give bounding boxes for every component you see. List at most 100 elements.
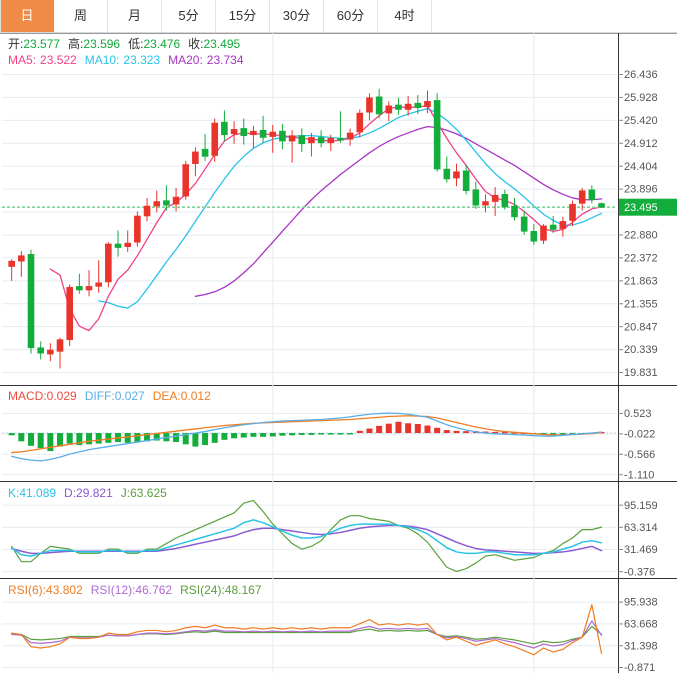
chart-svg[interactable]: 26.43625.92825.42024.91224.40423.89623.3…: [0, 33, 677, 673]
macd-bar: [173, 433, 180, 443]
candle-body: [453, 171, 460, 179]
tab-15min[interactable]: 15分: [216, 0, 270, 32]
candle-body: [462, 170, 470, 192]
price-axis-label: 22.880: [624, 230, 658, 242]
macd-bar: [366, 428, 373, 434]
ma5-line: [49, 105, 603, 332]
candle-body: [95, 282, 102, 287]
price-axis-label: 23.896: [624, 184, 658, 196]
macd-bar: [134, 433, 141, 443]
macd-bar: [414, 424, 421, 434]
macd-bar: [211, 433, 218, 443]
price-axis-label: 19.831: [624, 367, 658, 379]
candle-body: [105, 243, 112, 283]
candle-body: [549, 224, 557, 230]
last-price-badge: 23.495: [619, 198, 677, 216]
macd-panel: [2, 412, 617, 462]
macd-bar: [86, 433, 93, 445]
macd-bar: [501, 431, 508, 434]
macd-bar: [28, 433, 35, 446]
tab-4hour[interactable]: 4时: [378, 0, 432, 32]
macd-bar: [221, 433, 228, 440]
macd-bar: [47, 433, 54, 452]
macd-bar: [57, 433, 64, 447]
price-axis-label: 22.372: [624, 252, 658, 264]
candle-body: [201, 148, 209, 157]
kdj-axis-label: 95.159: [624, 500, 658, 512]
tab-month[interactable]: 月: [108, 0, 162, 32]
last-price-badge-bg: [619, 198, 677, 216]
tab-30min[interactable]: 30分: [270, 0, 324, 32]
chart-background: [0, 33, 677, 673]
kdj-axis-label: 31.469: [624, 544, 658, 556]
candle-body: [230, 129, 238, 135]
macd-bar: [482, 431, 489, 434]
macd-bar: [95, 433, 102, 444]
rsi-axis-label: 31.398: [624, 640, 658, 652]
candle-body: [124, 242, 132, 247]
candle-body: [288, 135, 296, 142]
rsi12-line: [11, 620, 603, 649]
candle-body: [375, 96, 383, 115]
macd-bar: [124, 433, 131, 443]
macd-bar: [453, 430, 460, 434]
tab-60min[interactable]: 60分: [324, 0, 378, 32]
candle-body: [240, 128, 248, 136]
macd-legend: MACD:0.029 DIFF:0.027 DEA:0.012: [8, 389, 211, 403]
candlestick-series[interactable]: [8, 88, 605, 369]
candle-body: [327, 138, 335, 144]
price-legend-ma-text: MA5: 23.522 MA10: 23.323 MA20: 23.734: [8, 53, 244, 67]
rsi-legend: RSI(6):43.802 RSI(12):46.762 RSI(24):48.16…: [8, 583, 262, 597]
price-axis-label: 24.404: [624, 161, 658, 173]
tab-5min[interactable]: 5分: [162, 0, 216, 32]
macd-bar: [289, 433, 296, 436]
kdj-j-line: [11, 499, 603, 573]
candle-body: [540, 225, 547, 241]
candle-body: [269, 131, 277, 137]
macd-bar: [76, 433, 83, 446]
macd-bar: [192, 433, 199, 447]
macd-bar: [105, 433, 112, 443]
macd-bar: [385, 423, 392, 434]
tab-week[interactable]: 周: [54, 0, 108, 32]
rsi-axis-label: -0.871: [624, 662, 655, 673]
macd-bar: [8, 433, 15, 436]
macd-bar: [395, 421, 402, 434]
tab-day[interactable]: 日: [0, 0, 54, 32]
diff-line: [11, 412, 603, 462]
candle-body: [192, 151, 199, 164]
macd-axis-label: -0.566: [624, 449, 655, 461]
macd-bar: [250, 433, 257, 437]
chart-canvas-wrap[interactable]: 26.43625.92825.42024.91224.40423.89623.3…: [0, 33, 677, 673]
macd-bar: [269, 433, 276, 437]
last-price-badge-text: 23.495: [624, 202, 658, 214]
price-axis-label: 25.420: [624, 115, 658, 127]
kdj-k-line: [10, 519, 603, 557]
candle-body: [27, 254, 35, 349]
candle-body: [511, 205, 518, 218]
macd-bar: [182, 433, 189, 445]
candle-body: [414, 102, 422, 108]
rsi6-line: [11, 604, 603, 656]
macd-bar: [434, 427, 441, 434]
macd-bar: [66, 433, 73, 444]
candle-body: [172, 196, 180, 205]
rsi-legend-text: RSI(6):43.802 RSI(12):46.762 RSI(24):48.16…: [8, 583, 262, 597]
candle-body: [424, 101, 431, 108]
candle-body: [8, 260, 15, 267]
candle-body: [279, 130, 286, 142]
macd-bar: [260, 433, 267, 437]
price-axis-label: 25.928: [624, 92, 658, 104]
rsi-panel: [11, 604, 603, 656]
candle-body: [134, 215, 141, 243]
candle-body: [143, 205, 151, 217]
canvas-bg: [0, 33, 677, 673]
macd-bar: [405, 423, 412, 434]
candle-body: [346, 132, 354, 140]
macd-bar: [347, 433, 354, 435]
candle-body: [530, 231, 538, 242]
macd-bar: [550, 433, 557, 435]
macd-bar: [144, 433, 151, 442]
macd-bar: [231, 433, 238, 439]
